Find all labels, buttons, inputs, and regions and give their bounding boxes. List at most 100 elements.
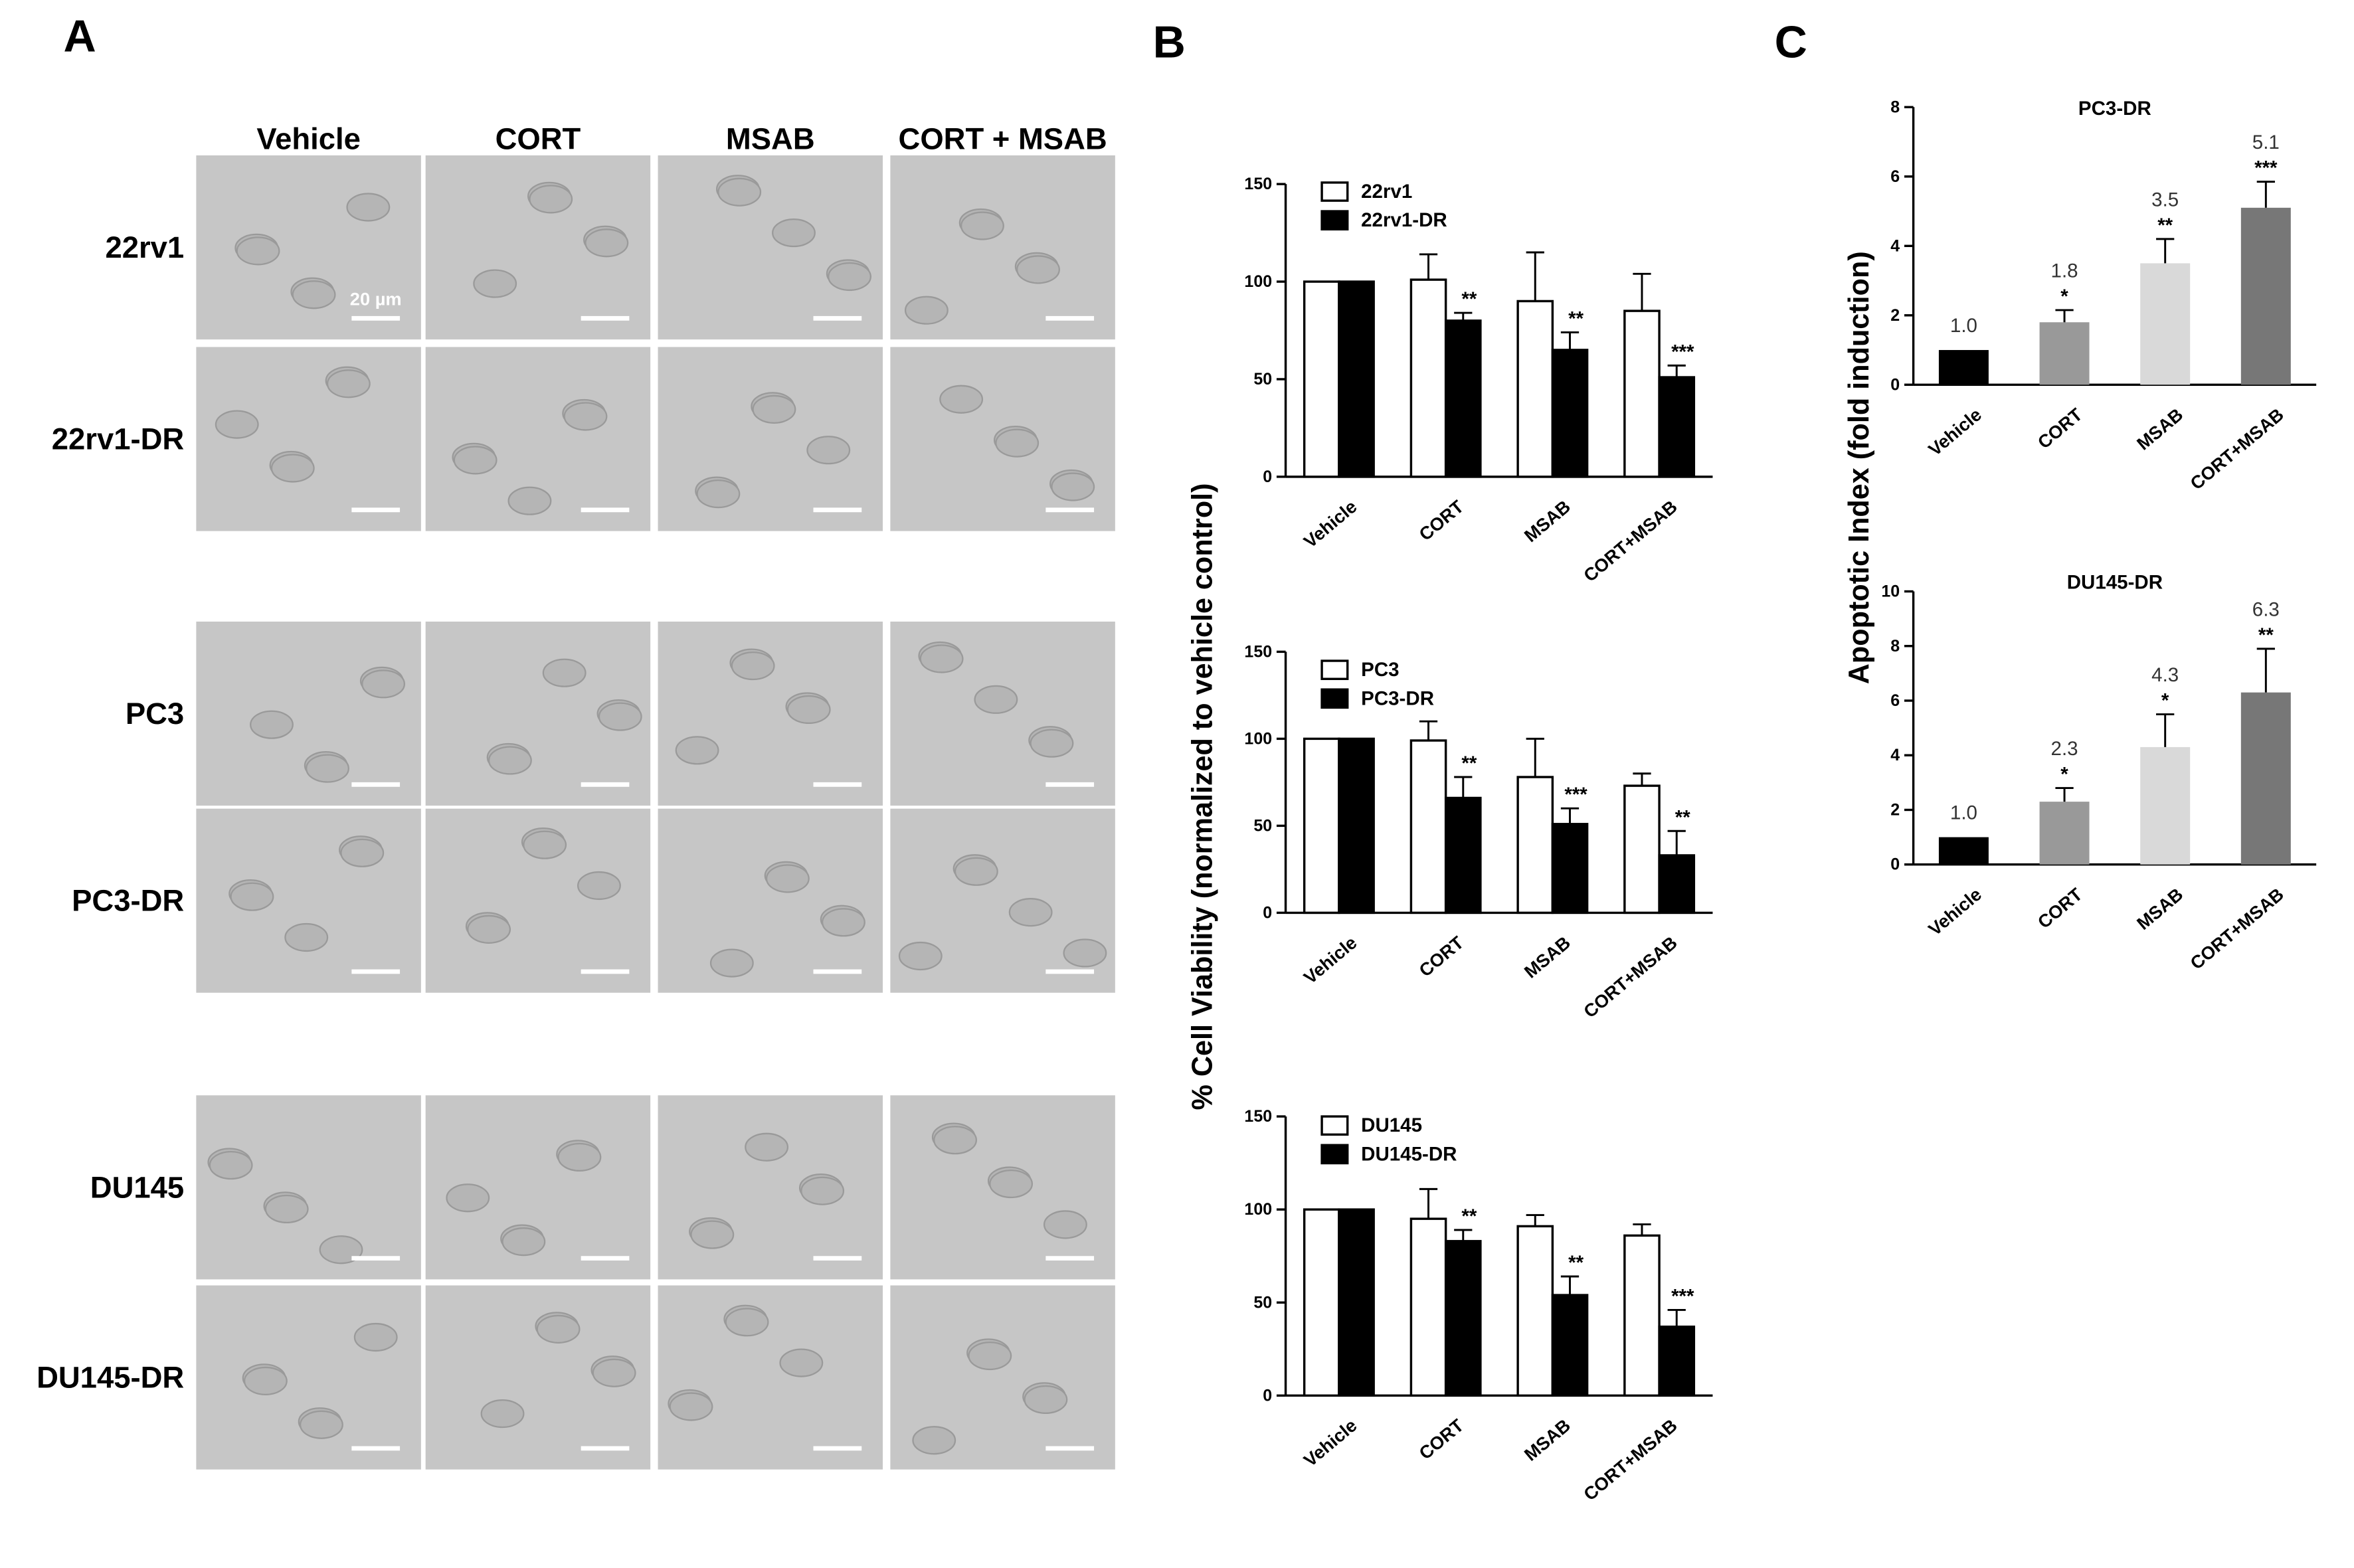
cell (563, 402, 608, 431)
row-label: 22rv1 (105, 230, 184, 264)
x-tick-label: CORT (1415, 496, 1467, 545)
legend-label: DU145-DR (1361, 1143, 1457, 1165)
bar (1409, 278, 1447, 478)
bar (1658, 376, 1696, 478)
cell (292, 280, 336, 309)
y-tick-label: 50 (1253, 1293, 1272, 1312)
bar (1938, 837, 1989, 865)
y-axis-label: Apoptotic Index (fold induction) (1843, 251, 1875, 684)
chart-title: PC3-DR (2078, 98, 2151, 120)
cell (501, 1227, 546, 1257)
cell (772, 218, 816, 248)
significance: *** (2254, 157, 2278, 179)
cell (898, 941, 943, 971)
cell (446, 1183, 490, 1213)
bar (1303, 1208, 1340, 1397)
y-tick-label: 150 (1244, 1107, 1272, 1126)
legend-swatch (1320, 181, 1349, 202)
y-tick-label: 0 (1263, 468, 1272, 486)
cell (912, 1426, 956, 1455)
cell (270, 454, 315, 483)
y-tick-label: 6 (1890, 691, 1900, 710)
bar (2240, 692, 2291, 865)
x-tick-label: MSAB (1520, 1415, 1574, 1464)
cell (473, 269, 517, 298)
x-tick-label: Vehicle (1300, 1415, 1361, 1470)
bar (1338, 737, 1375, 915)
bar (1338, 1208, 1375, 1397)
bar (1551, 823, 1589, 915)
bar (1623, 784, 1661, 915)
legend-label: PC3 (1361, 659, 1399, 681)
value-label: 1.8 (2051, 260, 2078, 282)
micrograph (196, 808, 421, 993)
cell (585, 228, 629, 258)
cell (215, 410, 259, 439)
x-tick-label: CORT+MSAB (1580, 1415, 1681, 1504)
cell (690, 1220, 735, 1249)
significance: * (2060, 286, 2068, 307)
bar (1409, 1217, 1447, 1397)
cell (954, 857, 998, 886)
cell (340, 838, 385, 867)
cell (725, 1308, 769, 1337)
y-axis-label: % Cell Viability (normalized to vehicle … (1187, 483, 1219, 1110)
row-label: 22rv1-DR (52, 422, 184, 456)
cell (361, 669, 406, 699)
scale-bar-label: 20 µm (350, 288, 402, 309)
cell (806, 436, 851, 465)
significance: * (2060, 764, 2068, 786)
cell (904, 296, 949, 325)
significance: ** (1461, 1205, 1477, 1227)
cell (577, 871, 621, 901)
panel-label: B (1153, 17, 1186, 68)
y-tick-label: 100 (1244, 729, 1272, 748)
y-tick-label: 150 (1244, 642, 1272, 661)
x-tick-label: MSAB (1520, 932, 1574, 982)
y-tick-label: 100 (1244, 272, 1272, 291)
y-tick-label: 4 (1890, 746, 1900, 764)
x-tick-label: MSAB (2133, 404, 2187, 454)
cell (968, 1341, 1012, 1371)
y-tick-label: 0 (1890, 375, 1900, 394)
legend-label: DU145 (1361, 1114, 1422, 1136)
cell (346, 193, 391, 222)
cell (765, 864, 810, 893)
row-label: DU145 (90, 1170, 184, 1204)
cell (1063, 938, 1107, 968)
bar (1303, 280, 1340, 478)
cell (264, 1194, 309, 1223)
cell (209, 1150, 253, 1180)
legend-swatch (1320, 688, 1349, 709)
x-tick-label: CORT (2034, 404, 2086, 453)
significance: ** (1568, 307, 1584, 329)
bar (1516, 1225, 1554, 1397)
y-tick-label: 2 (1890, 800, 1900, 819)
cell (353, 1322, 398, 1352)
cell (592, 1358, 636, 1387)
cell (675, 736, 719, 765)
cell (1043, 1210, 1087, 1239)
cell (828, 262, 871, 292)
micrograph (196, 347, 421, 531)
micrograph (658, 1095, 883, 1280)
micrograph (658, 621, 883, 806)
bar (2039, 802, 2090, 865)
value-label: 4.3 (2151, 664, 2179, 686)
cell (919, 644, 964, 673)
y-tick-label: 50 (1253, 816, 1272, 835)
cell (822, 908, 865, 937)
significance: ** (1675, 806, 1690, 828)
cell (709, 948, 754, 978)
significance: ** (1461, 288, 1477, 310)
cell (933, 1126, 977, 1155)
x-tick-label: Vehicle (1300, 932, 1361, 988)
x-tick-label: Vehicle (1300, 496, 1361, 552)
panel-label: C (1775, 17, 1807, 68)
cell (960, 211, 1004, 240)
y-tick-label: 4 (1890, 236, 1900, 255)
cell (306, 754, 349, 783)
significance: *** (1671, 341, 1694, 363)
bar (1444, 1240, 1482, 1397)
